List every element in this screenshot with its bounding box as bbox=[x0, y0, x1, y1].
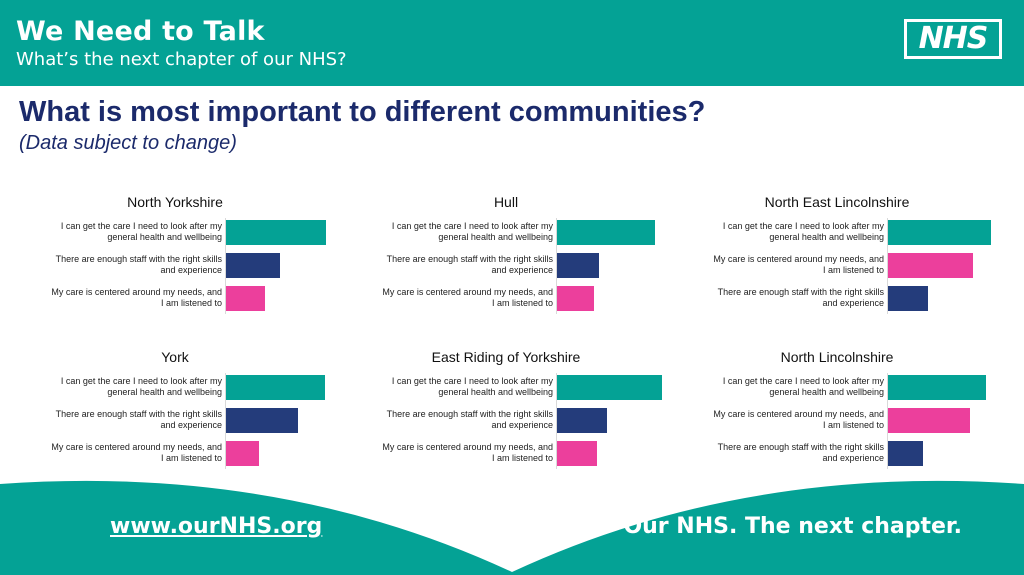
brand-subtitle: What’s the next chapter of our NHS? bbox=[16, 49, 347, 70]
category-label: I can get the care I need to look after … bbox=[722, 221, 884, 242]
category-label: I can get the care I need to look after … bbox=[391, 376, 553, 397]
chart-title: North Yorkshire bbox=[127, 194, 223, 210]
category-label: There are enough staff with the right sk… bbox=[55, 254, 222, 275]
chart-hull: Hull I can get the care I need to look af… bbox=[351, 194, 671, 324]
chart-york: York I can get the care I need to look af… bbox=[20, 349, 340, 479]
category-label: My care is centered around my needs, and… bbox=[51, 287, 222, 308]
page-title: What is most important to different comm… bbox=[19, 96, 706, 128]
bar bbox=[557, 441, 597, 466]
category-axis-line bbox=[225, 218, 226, 314]
category-label: My care is centered around my needs, and… bbox=[713, 409, 884, 430]
bar bbox=[226, 220, 326, 245]
chart-north-lincolnshire: North Lincolnshire I can get the care I n… bbox=[682, 349, 1002, 479]
category-label: My care is centered around my needs, and… bbox=[713, 254, 884, 275]
chart-north-east-lincolnshire: North East Lincolnshire I can get the car… bbox=[682, 194, 1002, 324]
category-label: My care is centered around my needs, and… bbox=[382, 287, 553, 308]
category-label: I can get the care I need to look after … bbox=[391, 221, 553, 242]
bar bbox=[557, 408, 607, 433]
chart-title: York bbox=[161, 349, 189, 365]
data-note: (Data subject to change) bbox=[19, 132, 237, 154]
category-label: There are enough staff with the right sk… bbox=[386, 254, 553, 275]
bar bbox=[226, 441, 259, 466]
category-label: There are enough staff with the right sk… bbox=[717, 442, 884, 463]
category-label: There are enough staff with the right sk… bbox=[55, 409, 222, 430]
bar bbox=[888, 408, 970, 433]
bar bbox=[888, 253, 973, 278]
bar bbox=[888, 375, 986, 400]
bar bbox=[226, 375, 325, 400]
category-label: I can get the care I need to look after … bbox=[60, 221, 222, 242]
chart-title: Hull bbox=[493, 194, 519, 210]
category-axis-line bbox=[556, 218, 557, 314]
category-label: My care is centered around my needs, and… bbox=[51, 442, 222, 463]
brand-title: We Need to Talk bbox=[16, 16, 265, 47]
chart-title: North Lincolnshire bbox=[780, 349, 894, 365]
bar bbox=[557, 286, 594, 311]
bar bbox=[226, 286, 265, 311]
category-label: My care is centered around my needs, and… bbox=[382, 442, 553, 463]
chart-north-yorkshire: North Yorkshire I can get the care I need… bbox=[20, 194, 340, 324]
bar bbox=[226, 408, 298, 433]
footer-tagline: Our NHS. The next chapter. bbox=[623, 514, 962, 539]
category-axis-line bbox=[887, 373, 888, 469]
category-axis-line bbox=[887, 218, 888, 314]
nhs-logo: NHS bbox=[904, 19, 1002, 59]
bar bbox=[557, 220, 655, 245]
chart-east-riding-of-yorkshire: East Riding of Yorkshire I can get the ca… bbox=[351, 349, 671, 479]
category-label: There are enough staff with the right sk… bbox=[386, 409, 553, 430]
bar bbox=[226, 253, 280, 278]
category-label: I can get the care I need to look after … bbox=[722, 376, 884, 397]
chart-title: East Riding of Yorkshire bbox=[431, 349, 581, 365]
category-axis-line bbox=[556, 373, 557, 469]
chart-title: North East Lincolnshire bbox=[764, 194, 910, 210]
bar bbox=[557, 375, 662, 400]
category-axis-line bbox=[225, 373, 226, 469]
bar bbox=[557, 253, 599, 278]
footer-band bbox=[0, 480, 1024, 575]
bar bbox=[888, 441, 923, 466]
bar bbox=[888, 286, 928, 311]
header-band: We Need to Talk What’s the next chapter … bbox=[0, 0, 1024, 86]
footer-url-link[interactable]: www.ourNHS.org bbox=[110, 514, 323, 539]
category-label: I can get the care I need to look after … bbox=[60, 376, 222, 397]
bar bbox=[888, 220, 991, 245]
category-label: There are enough staff with the right sk… bbox=[717, 287, 884, 308]
nhs-logo-text: NHS bbox=[907, 22, 999, 56]
